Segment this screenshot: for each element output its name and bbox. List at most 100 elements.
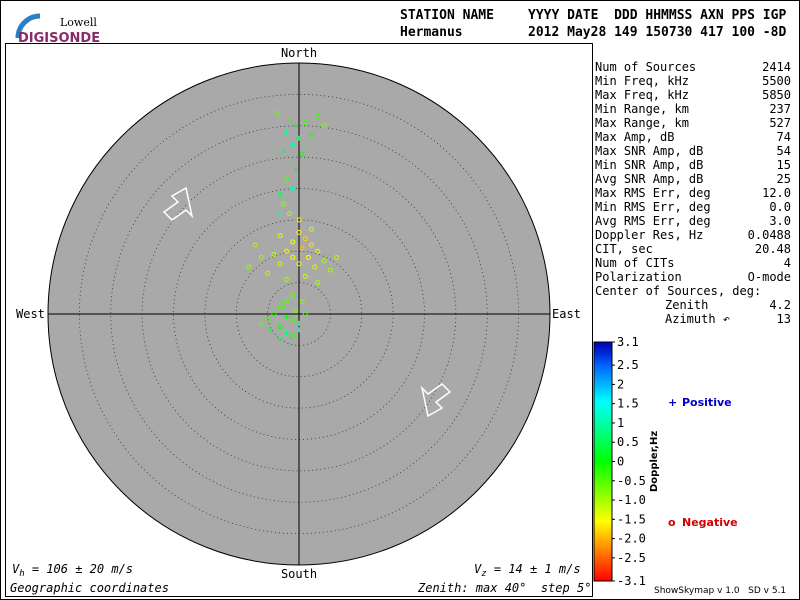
- colorbar-tick-label: -2.0: [617, 532, 646, 546]
- version: ShowSkymap v 1.0 SD v 5.1: [654, 586, 786, 596]
- source-plus: [290, 142, 296, 148]
- source-plus: [280, 148, 286, 154]
- stat-value: 25: [777, 172, 791, 186]
- direction-label: East: [552, 307, 581, 321]
- source-plus: [277, 211, 283, 217]
- source-circle: [290, 317, 296, 323]
- source-circle: [290, 239, 296, 245]
- source-plus: [296, 320, 302, 326]
- colorbar: [593, 341, 613, 582]
- number: 5: [577, 581, 584, 595]
- symbol: V: [12, 562, 20, 576]
- source-circle: [287, 211, 293, 217]
- stat-value: 237: [769, 102, 791, 116]
- text: Zenith: max: [417, 581, 505, 595]
- source-circle: [258, 255, 264, 261]
- source-circle: [287, 116, 293, 122]
- colorbar-tick-label: -2.5: [617, 551, 646, 565]
- source-plus: [268, 327, 274, 333]
- source-circle: [302, 120, 308, 126]
- center-value: 4.2: [769, 298, 791, 312]
- stat-value: 54: [777, 144, 791, 158]
- value-text: = 14 ± 1 m/s: [487, 562, 581, 576]
- source-circle: [302, 273, 308, 279]
- source-circle: [309, 242, 315, 248]
- stat-label: Max Freq, kHz: [595, 88, 689, 102]
- source-circle: [290, 292, 296, 298]
- colorbar-tick-label: 1: [617, 416, 624, 430]
- source-circle: [265, 317, 271, 323]
- stat-value: 15: [777, 158, 791, 172]
- text: ° step: [519, 581, 577, 595]
- colorbar-tick-label: 2: [617, 377, 624, 391]
- stat-value: 527: [769, 116, 791, 130]
- source-circle: [265, 270, 271, 276]
- source-circle: [296, 217, 302, 223]
- source-circle: [274, 110, 280, 116]
- subscript: z: [481, 569, 486, 579]
- source-circle: [258, 320, 264, 326]
- source-circle: [280, 302, 286, 308]
- legend-label: Negative: [682, 516, 738, 529]
- logo-swoosh: [15, 13, 41, 39]
- source-circle: [315, 113, 321, 119]
- colorbar-tick-label: -0.5: [617, 474, 646, 488]
- source-plus: [293, 123, 299, 129]
- source-circle: [334, 255, 340, 261]
- stat-label: Min Freq, kHz: [595, 74, 689, 88]
- source-plus: [277, 192, 283, 198]
- stat-label: Avg SNR Amp, dB: [595, 172, 703, 186]
- source-circle: [283, 276, 289, 282]
- source-circle: [296, 229, 302, 235]
- source-circle: [302, 236, 308, 242]
- legend-marker: o: [668, 516, 676, 529]
- coords-label: Geographic coordinates: [10, 581, 169, 595]
- source-plus: [296, 135, 302, 141]
- source-circle: [312, 264, 318, 270]
- stat-label: Max SNR Amp, dB: [595, 144, 703, 158]
- source-plus: [283, 314, 289, 320]
- arrow-icon: [420, 383, 452, 418]
- stat-label: Doppler Res, Hz: [595, 228, 703, 242]
- source-circle: [321, 258, 327, 264]
- source-circle: [252, 242, 258, 248]
- source-circle: [305, 255, 311, 261]
- header-text: STATION NAME: [400, 8, 494, 23]
- source-circle: [299, 245, 305, 251]
- stat-value: O-mode: [748, 270, 791, 284]
- legend-marker: +: [668, 396, 677, 409]
- colorbar-tick-label: 2.5: [617, 358, 639, 372]
- source-circle: [309, 226, 315, 232]
- source-circle: [299, 298, 305, 304]
- stat-value: 5500: [762, 74, 791, 88]
- colorbar-tick-label: -3.1: [617, 574, 646, 588]
- source-circle: [277, 305, 283, 311]
- stat-label: Avg RMS Err, deg: [595, 214, 711, 228]
- colorbar-tick-label: 1.5: [617, 397, 639, 411]
- stat-label: CIT, sec: [595, 242, 653, 256]
- direction-label: North: [281, 46, 317, 60]
- source-circle: [327, 267, 333, 273]
- center-value: 13: [777, 312, 791, 326]
- source-circle: [290, 333, 296, 339]
- header-text: Hermanus: [400, 25, 463, 40]
- center-title: Center of Sources, deg:: [595, 284, 761, 298]
- source-circle: [315, 280, 321, 286]
- source-plus: [293, 167, 299, 173]
- source-circle: [280, 201, 286, 207]
- source-circle: [299, 151, 305, 157]
- stat-value: 20.48: [755, 242, 791, 256]
- colorbar-tick-label: 3.1: [617, 335, 639, 349]
- source-circle: [277, 233, 283, 239]
- source-plus: [296, 327, 302, 333]
- source-circle: [283, 298, 289, 304]
- plot-frame: [5, 43, 593, 597]
- stat-label: Min Range, km: [595, 102, 689, 116]
- zenith-label: Zenith: max 40° step 5°: [417, 581, 591, 595]
- source-circle: [283, 248, 289, 254]
- stat-value: 0.0488: [748, 228, 791, 242]
- center-label: Zenith: [665, 298, 708, 312]
- source-circle: [283, 176, 289, 182]
- logo-top: Lowell: [60, 16, 97, 29]
- center-label: Azimuth ↶: [665, 312, 730, 326]
